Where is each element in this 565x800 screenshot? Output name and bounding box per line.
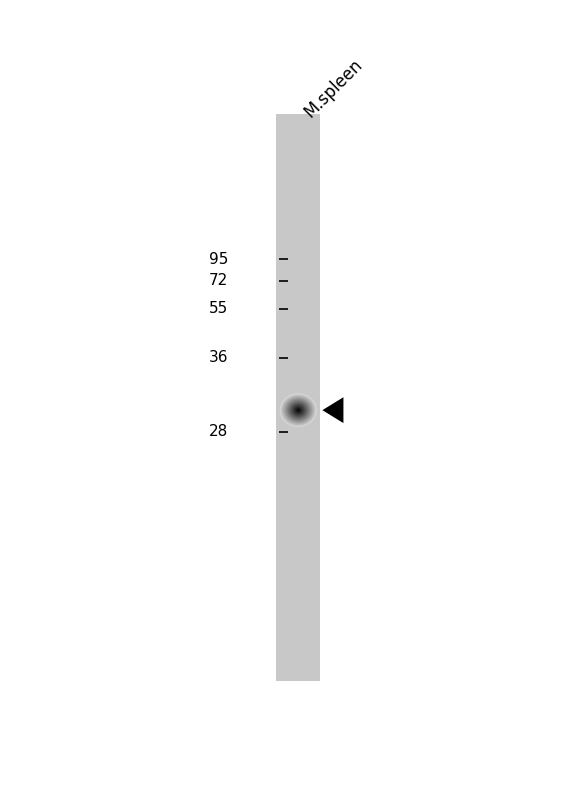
Ellipse shape <box>293 406 303 414</box>
Ellipse shape <box>281 394 316 426</box>
Ellipse shape <box>286 399 311 422</box>
Ellipse shape <box>289 402 307 418</box>
Ellipse shape <box>280 394 317 427</box>
Ellipse shape <box>288 401 309 420</box>
Ellipse shape <box>286 399 310 421</box>
Ellipse shape <box>288 401 308 419</box>
Text: 95: 95 <box>209 252 228 266</box>
Ellipse shape <box>285 398 312 422</box>
Polygon shape <box>323 398 344 423</box>
Ellipse shape <box>285 398 311 422</box>
Ellipse shape <box>294 406 303 414</box>
Ellipse shape <box>287 400 310 420</box>
Ellipse shape <box>293 405 304 415</box>
Ellipse shape <box>281 395 315 426</box>
Text: 36: 36 <box>208 350 228 366</box>
Ellipse shape <box>296 408 301 413</box>
Ellipse shape <box>292 405 305 416</box>
Ellipse shape <box>294 406 302 414</box>
Text: 55: 55 <box>209 301 228 316</box>
Ellipse shape <box>297 409 299 411</box>
Text: 72: 72 <box>209 274 228 288</box>
Text: 28: 28 <box>209 424 228 439</box>
Ellipse shape <box>284 397 313 424</box>
Ellipse shape <box>283 396 314 424</box>
Text: M.spleen: M.spleen <box>301 55 366 121</box>
Ellipse shape <box>291 403 306 417</box>
Ellipse shape <box>282 395 315 425</box>
Ellipse shape <box>284 397 312 423</box>
Ellipse shape <box>290 403 306 418</box>
Ellipse shape <box>292 404 305 416</box>
Ellipse shape <box>280 394 316 426</box>
Ellipse shape <box>297 409 300 412</box>
Bar <box>276 114 320 682</box>
Ellipse shape <box>295 407 301 413</box>
Ellipse shape <box>290 402 307 418</box>
